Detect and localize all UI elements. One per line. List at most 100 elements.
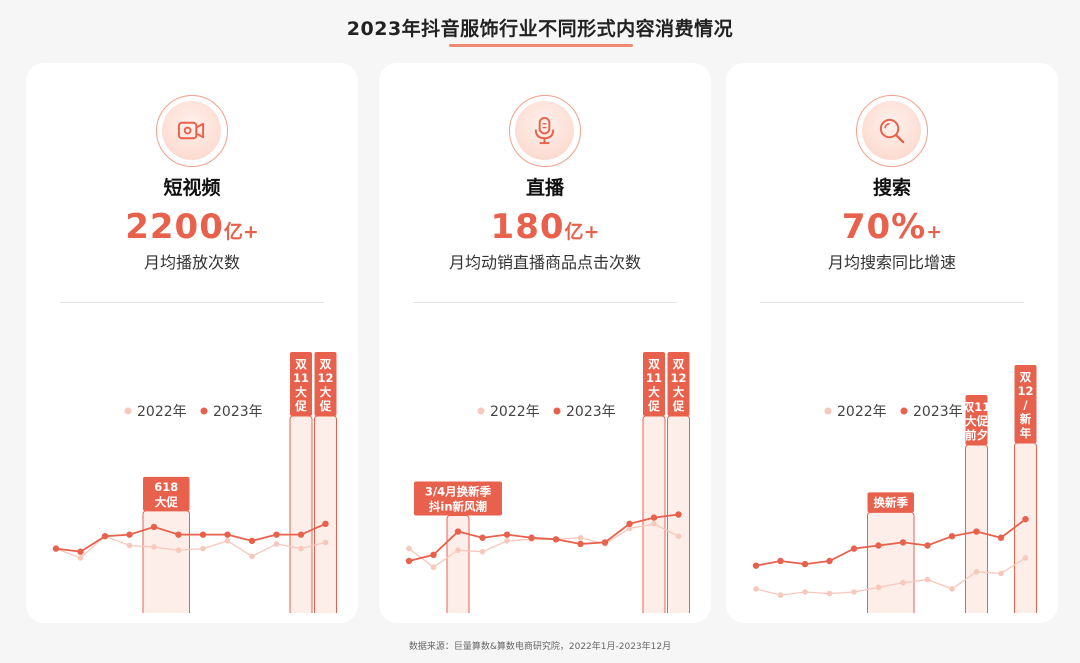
data-point bbox=[1022, 515, 1029, 523]
series-line bbox=[55, 522, 326, 553]
data-point bbox=[249, 553, 255, 560]
data-point bbox=[924, 542, 931, 549]
legend-marker-2022 bbox=[824, 407, 832, 415]
legend: 2022年 2023年 bbox=[124, 404, 263, 420]
annotation-label: 12 bbox=[670, 371, 686, 385]
data-point bbox=[851, 589, 857, 595]
annotation-label: 3/4月换新季 bbox=[425, 485, 492, 499]
data-point bbox=[503, 531, 511, 538]
series-2023 bbox=[752, 515, 1029, 569]
annotation-label: 新 bbox=[1020, 412, 1032, 426]
annotation-tag bbox=[1014, 365, 1037, 443]
series-2022 bbox=[53, 533, 329, 561]
annotation-label: 大 bbox=[320, 385, 332, 399]
page-title: 2023年抖音服饰行业不同形式内容消费情况 bbox=[346, 18, 734, 40]
data-point bbox=[577, 534, 584, 541]
line-chart-live: 2022年2023年3/4月换新季抖in新风潮双11大促双12大促1月2月3月4… bbox=[405, 352, 690, 613]
data-point bbox=[552, 536, 560, 543]
legend: 2022年 2023年 bbox=[824, 404, 963, 420]
data-point bbox=[626, 520, 633, 527]
data-point bbox=[126, 542, 133, 549]
kpi-value: 180亿+ bbox=[490, 207, 600, 247]
legend-marker-2022 bbox=[124, 407, 132, 415]
data-point bbox=[924, 576, 931, 583]
data-point bbox=[199, 531, 207, 538]
annotation-tag bbox=[965, 395, 988, 445]
series-line bbox=[408, 513, 679, 562]
series-line bbox=[55, 535, 326, 559]
data-point bbox=[777, 592, 784, 598]
data-point bbox=[322, 539, 329, 546]
annotation-label: 大 bbox=[648, 385, 660, 399]
data-point bbox=[875, 542, 882, 549]
series-line bbox=[755, 518, 1027, 567]
series-2023 bbox=[52, 520, 329, 555]
data-point bbox=[430, 551, 437, 558]
legend-label: 2022年 bbox=[137, 404, 187, 420]
annotation-label: 12 bbox=[1017, 384, 1033, 398]
card-icon-ring bbox=[509, 95, 581, 167]
kpi-value: 2200亿+ bbox=[125, 207, 259, 247]
data-point bbox=[101, 533, 109, 540]
card-icon-ring bbox=[156, 95, 228, 167]
divider bbox=[760, 302, 1024, 303]
data-point bbox=[826, 590, 833, 597]
data-point bbox=[151, 544, 157, 550]
data-point bbox=[150, 523, 158, 531]
annotation-label: 换新季 bbox=[874, 495, 909, 509]
data-point bbox=[406, 545, 412, 552]
highlight-region bbox=[1014, 442, 1037, 613]
data-point bbox=[651, 521, 657, 527]
data-point bbox=[998, 570, 1004, 577]
data-point bbox=[577, 540, 584, 548]
data-point bbox=[801, 560, 809, 568]
annotation-label: 促 bbox=[294, 399, 307, 413]
annotation-tag bbox=[143, 476, 190, 511]
series-line bbox=[755, 557, 1026, 596]
data-point bbox=[455, 547, 461, 553]
divider bbox=[60, 302, 324, 303]
data-point bbox=[479, 534, 486, 541]
divider bbox=[413, 302, 677, 303]
legend-marker-2022 bbox=[477, 407, 485, 415]
annotation-label: 促 bbox=[647, 399, 660, 413]
data-point bbox=[899, 539, 907, 546]
data-point bbox=[504, 538, 510, 544]
data-point bbox=[77, 548, 84, 555]
annotation-label: 双 bbox=[672, 357, 685, 371]
annotation-tag bbox=[667, 352, 690, 416]
kpi-value: 70%+ bbox=[841, 207, 943, 247]
legend-label: 2022年 bbox=[490, 404, 540, 420]
data-point bbox=[753, 586, 759, 592]
data-point bbox=[948, 533, 956, 540]
line-chart-search: 2022年2023年换新季双11大促前夕双12/新年1月2月3月4月5月6月7月… bbox=[752, 365, 1037, 613]
card-icon-ring bbox=[856, 95, 928, 167]
highlight-region bbox=[314, 415, 337, 613]
data-point bbox=[126, 531, 133, 538]
data-point bbox=[248, 537, 256, 545]
data-point bbox=[528, 534, 535, 541]
annotation-label: 双 bbox=[1019, 370, 1032, 384]
annotation-label: 大促 bbox=[965, 414, 988, 428]
annotation-label: 12 bbox=[317, 371, 333, 385]
series-2022 bbox=[753, 555, 1029, 598]
annotation-label: 抖in新风潮 bbox=[429, 500, 487, 514]
data-point bbox=[52, 545, 60, 552]
annotation-label: 前夕 bbox=[965, 428, 988, 442]
card-live: 直播 180亿+ 月均动销直播商品点击次数 2022年 2023年 3/4月换新季抖… bbox=[379, 63, 711, 623]
legend-marker-2023 bbox=[200, 407, 208, 415]
data-point bbox=[454, 528, 462, 535]
highlight-region bbox=[867, 511, 915, 613]
kpi-description: 月均搜索同比增速 bbox=[827, 253, 956, 272]
data-point bbox=[949, 586, 955, 592]
data-point bbox=[224, 531, 231, 538]
data-point bbox=[777, 557, 784, 565]
title-underline bbox=[449, 44, 633, 47]
data-point bbox=[650, 514, 658, 521]
microphone-icon bbox=[534, 116, 555, 145]
data-point bbox=[626, 525, 633, 532]
annotation-tag bbox=[314, 352, 337, 416]
kpi-description: 月均播放次数 bbox=[143, 253, 240, 272]
data-point bbox=[200, 545, 206, 552]
